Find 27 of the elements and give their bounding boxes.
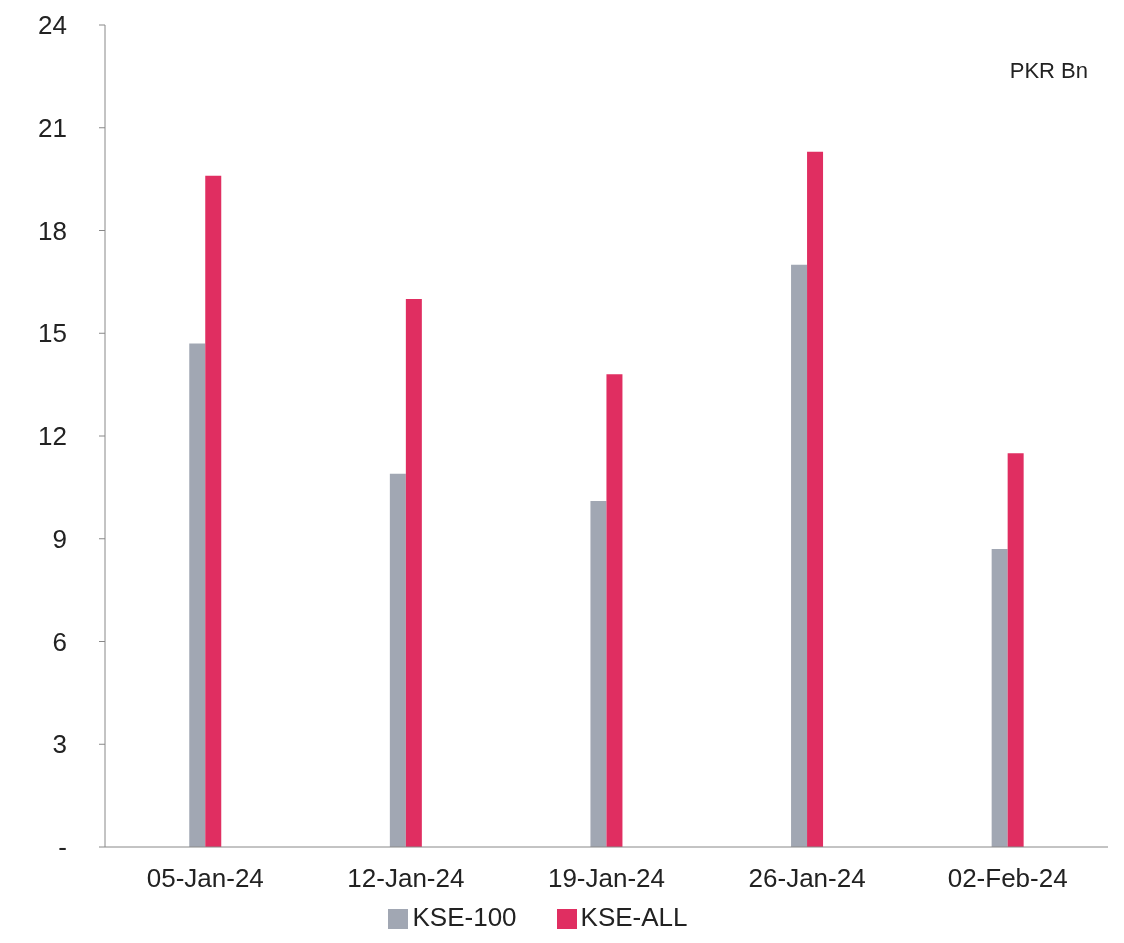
y-tick-label: 3 bbox=[52, 729, 67, 760]
y-tick-label: 9 bbox=[52, 523, 67, 554]
bar bbox=[606, 374, 623, 847]
x-tick-label: 12-Jan-24 bbox=[347, 863, 465, 894]
legend-label: KSE-100 bbox=[412, 902, 517, 932]
x-tick-label: 26-Jan-24 bbox=[748, 863, 866, 894]
bar bbox=[590, 501, 607, 847]
bar bbox=[189, 343, 206, 847]
x-tick-label: 02-Feb-24 bbox=[947, 863, 1068, 894]
x-tick-label: 19-Jan-24 bbox=[547, 863, 666, 894]
y-tick-label: - bbox=[58, 832, 67, 863]
y-tick-label: 24 bbox=[38, 10, 67, 41]
bar bbox=[389, 473, 406, 847]
annotation: PKR Bn bbox=[1009, 58, 1088, 84]
x-tick-label: 05-Jan-24 bbox=[146, 863, 264, 894]
legend-label: KSE-ALL bbox=[580, 902, 688, 932]
y-tick-label: 12 bbox=[38, 421, 67, 452]
y-tick-label: 21 bbox=[38, 112, 67, 143]
bar bbox=[405, 299, 422, 847]
bar bbox=[807, 151, 824, 847]
bar bbox=[205, 175, 222, 847]
y-tick-label: 15 bbox=[38, 318, 67, 349]
y-tick-label: 6 bbox=[52, 626, 67, 657]
bar bbox=[991, 549, 1008, 847]
bar bbox=[1007, 453, 1024, 847]
y-tick-label: 18 bbox=[38, 215, 67, 246]
bar bbox=[791, 264, 808, 847]
